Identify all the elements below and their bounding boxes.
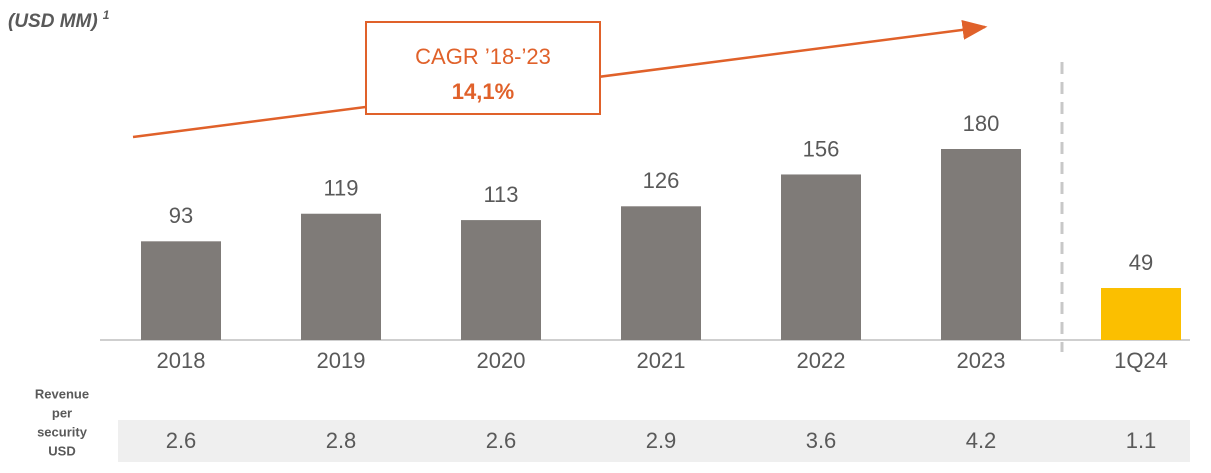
row-label: USD <box>48 443 75 458</box>
row-label: per <box>52 405 72 420</box>
value-label: 180 <box>963 111 1000 136</box>
cagr-box <box>365 21 601 115</box>
x-tick-label: 2018 <box>157 348 206 373</box>
value-label: 93 <box>169 203 193 228</box>
value-label: 126 <box>643 168 680 193</box>
x-tick-label: 1Q24 <box>1114 348 1168 373</box>
row-value: 2.6 <box>486 428 517 453</box>
title-note: 1 <box>103 8 110 22</box>
x-tick-label: 2023 <box>957 348 1006 373</box>
bar <box>301 213 381 340</box>
row-value: 4.2 <box>966 428 997 453</box>
row-label: security <box>37 424 88 439</box>
x-tick-label: 2019 <box>317 348 366 373</box>
bar <box>1101 288 1181 340</box>
row-value: 3.6 <box>806 428 837 453</box>
row-value: 2.6 <box>166 428 197 453</box>
bar <box>941 149 1021 340</box>
value-label: 119 <box>323 176 358 201</box>
value-label: 49 <box>1129 250 1153 275</box>
x-tick-label: 2021 <box>637 348 686 373</box>
row-value: 2.9 <box>646 428 677 453</box>
bar <box>141 241 221 340</box>
bar <box>461 220 541 340</box>
cagr-label: CAGR ’18-’23 <box>415 44 551 69</box>
x-tick-label: 2022 <box>797 348 846 373</box>
bar <box>621 206 701 340</box>
value-label: 113 <box>483 182 518 207</box>
bar <box>781 174 861 340</box>
row-band <box>118 420 1190 462</box>
row-label: Revenue <box>35 386 89 401</box>
x-tick-label: 2020 <box>477 348 526 373</box>
row-value: 1.1 <box>1126 428 1157 453</box>
row-value: 2.8 <box>326 428 357 453</box>
title-text: (USD MM) <box>8 11 98 32</box>
value-label: 156 <box>803 136 840 161</box>
cagr-value: 14,1% <box>452 79 514 104</box>
chart-title: (USD MM) 1 <box>8 8 110 32</box>
